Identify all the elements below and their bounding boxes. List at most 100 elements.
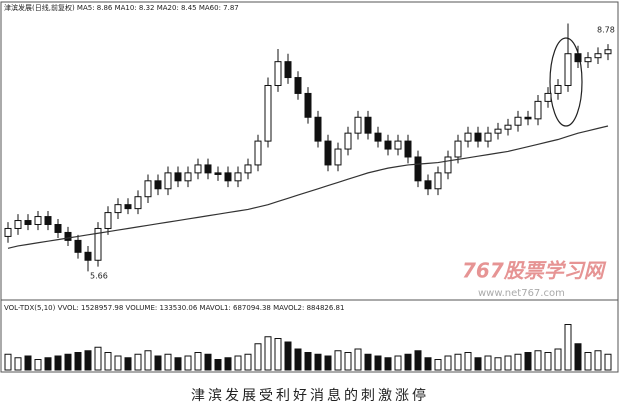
candle-body	[334, 148, 342, 166]
candle-body	[64, 231, 72, 241]
volume-bar	[364, 353, 372, 371]
candle-body	[114, 204, 122, 214]
candle-body	[414, 156, 422, 182]
volume-bar	[194, 352, 202, 371]
volume-bar	[244, 353, 252, 371]
candle-body	[274, 61, 282, 86]
volume-bar	[254, 343, 262, 371]
volume-bar	[124, 357, 132, 371]
candle-body	[324, 140, 332, 166]
high-label: 8.78	[597, 26, 615, 35]
volume-bar	[14, 357, 22, 371]
volume-bar	[594, 350, 602, 371]
candle-body	[404, 140, 412, 158]
candle-body	[44, 216, 52, 226]
volume-bar	[334, 350, 342, 371]
candle-body	[14, 220, 22, 229]
volume-bar	[504, 355, 512, 371]
volume-bar	[454, 353, 462, 371]
candle-body	[454, 140, 462, 158]
candle-body	[174, 172, 182, 182]
volume-bar	[424, 357, 432, 371]
volume-bar	[444, 355, 452, 371]
candle-body	[594, 53, 602, 59]
candle-body	[224, 172, 232, 182]
volume-bar	[524, 352, 532, 371]
volume-bar	[224, 357, 232, 371]
volume-title: VOL-TDX(5,10) VVOL: 1528957.98 VOLUME: 1…	[4, 304, 344, 312]
volume-bar	[74, 352, 82, 371]
candle-body	[144, 180, 152, 198]
candle-body	[534, 100, 542, 120]
highlight-circle	[549, 37, 583, 127]
ma-line	[7, 125, 609, 249]
candle-body	[294, 77, 302, 94]
candle-body	[344, 132, 352, 150]
caption: 津滨发展受利好消息的刺激涨停	[191, 387, 429, 404]
candle-body	[234, 172, 242, 182]
candle-body	[584, 57, 592, 63]
volume-bar	[4, 353, 12, 371]
candle-body	[464, 132, 472, 142]
volume-bar	[64, 353, 72, 371]
candle-body	[374, 132, 382, 142]
volume-bar	[44, 357, 52, 371]
volume-bar	[54, 355, 62, 371]
volume-bar	[414, 350, 422, 371]
candle-body	[364, 116, 372, 134]
candle-body	[524, 116, 532, 120]
volume-bar	[84, 350, 92, 371]
candle-body	[554, 84, 562, 94]
candle-body	[54, 224, 62, 233]
chart-title: 津滨发展(日线,前复权) MA5: 8.86 MA10: 8.32 MA20: …	[4, 3, 239, 12]
candle-body	[514, 116, 522, 126]
candle-body	[164, 172, 172, 190]
volume-bar	[434, 359, 442, 371]
candle-body	[124, 204, 132, 210]
candle-body	[494, 128, 502, 134]
volume-bar	[304, 352, 312, 371]
watermark: 767股票学习网	[462, 259, 607, 283]
volume-bar	[294, 348, 302, 371]
volume-bar	[564, 324, 572, 371]
volume-bar	[344, 352, 352, 371]
volume-bar	[284, 341, 292, 371]
volume-bar	[464, 352, 472, 371]
volume-bar	[394, 355, 402, 371]
candle-body	[104, 212, 112, 229]
candle-body	[604, 49, 612, 55]
volume-bar	[544, 352, 552, 371]
volume-bar	[584, 352, 592, 371]
candle-body	[484, 132, 492, 142]
volume-bar	[484, 355, 492, 371]
candle-body	[204, 164, 212, 174]
volume-bar	[374, 355, 382, 371]
candle-body	[284, 61, 292, 79]
volume-bar	[114, 355, 122, 371]
candle-body	[244, 164, 252, 174]
candle-body	[254, 140, 262, 166]
volume-bar	[404, 353, 412, 371]
candle-body	[544, 92, 552, 102]
candle-body	[184, 172, 192, 182]
candle-body	[194, 164, 202, 174]
candle-body	[564, 53, 572, 86]
candle-body	[94, 227, 102, 261]
volume-bar	[144, 350, 152, 371]
candle-body	[304, 92, 312, 118]
candle-body	[134, 196, 142, 210]
volume-bar	[474, 357, 482, 371]
volume-bar	[204, 353, 212, 371]
volume-bar	[384, 357, 392, 371]
candle-body	[434, 172, 442, 190]
volume-bar	[234, 355, 242, 371]
volume-bar	[274, 338, 282, 371]
volume-bar	[24, 355, 32, 371]
watermark-url: www.net767.com	[478, 288, 565, 299]
candle-body	[84, 251, 92, 261]
low-label: 5.66	[90, 272, 108, 281]
candle-body	[444, 156, 452, 174]
candle-body	[4, 227, 12, 237]
candle-body	[474, 132, 482, 142]
volume-bar	[154, 355, 162, 371]
